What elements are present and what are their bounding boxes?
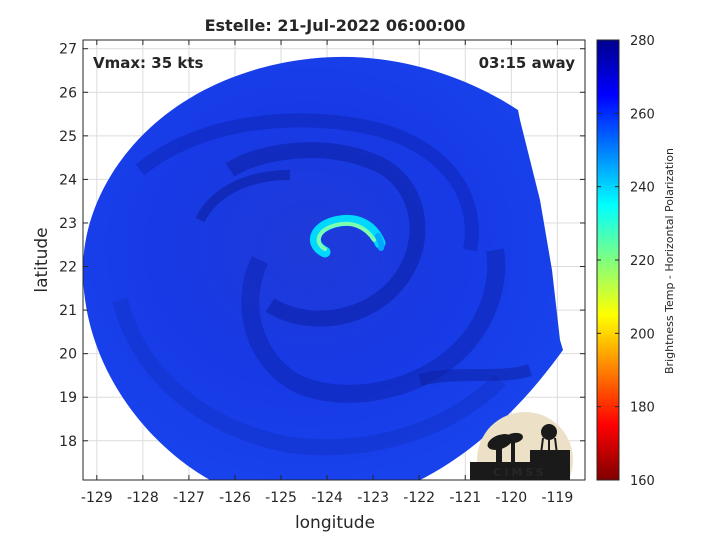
- colorbar-tick-label: 280: [630, 34, 655, 49]
- spiral-band: [418, 364, 532, 386]
- x-tick-label: -125: [265, 490, 297, 506]
- x-tick-label: -119: [541, 490, 573, 506]
- axes-box: [82, 39, 586, 481]
- y-tick-label: 18: [59, 434, 77, 450]
- colorbar-label: Brightness Temp - Horizontal Polarizatio…: [663, 148, 676, 374]
- y-axis-label: latitude: [32, 227, 52, 292]
- x-tick-label: -126: [219, 490, 251, 506]
- y-tick-label: 22: [59, 260, 77, 276]
- colorbar-ticks: 280 260 240 220 200 180 160: [597, 34, 655, 489]
- cimss-logo: CIMSS: [470, 412, 573, 480]
- time-away-annotation: 03:15 away: [479, 54, 576, 72]
- x-tick-label: -128: [127, 490, 159, 506]
- warm-eyewall-core: [316, 221, 376, 251]
- x-tick-label: -127: [173, 490, 205, 506]
- spiral-band: [225, 142, 426, 327]
- y-tick-label: 26: [59, 85, 77, 101]
- y-tick-label: 20: [59, 347, 77, 363]
- colorbar-tick-label: 200: [630, 327, 655, 342]
- spiral-band: [135, 113, 479, 252]
- x-tick-label: -120: [495, 490, 527, 506]
- x-axis-label: longitude: [295, 513, 375, 533]
- x-axis-ticks: -129 -128 -127 -126 -125 -124 -123 -122 -121 -120…: [81, 40, 573, 506]
- y-axis-ticks: 18 19 20 21 22 23 24 25 26 27: [59, 42, 585, 450]
- y-tick-label: 25: [59, 129, 77, 145]
- colorbar-tick-label: 240: [630, 181, 655, 196]
- colorbar-tick-label: 260: [630, 107, 655, 122]
- chart-title: Estelle: 21-Jul-2022 06:00:00: [205, 16, 466, 35]
- colorbar-tick-label: 180: [630, 401, 655, 416]
- y-tick-label: 27: [59, 42, 77, 58]
- x-tick-label: -123: [357, 490, 389, 506]
- y-tick-label: 21: [59, 303, 77, 319]
- x-tick-label: -129: [81, 490, 113, 506]
- x-tick-label: -122: [403, 490, 435, 506]
- y-tick-label: 19: [59, 390, 77, 406]
- warm-eyewall-arc: [310, 215, 386, 258]
- colorbar-tick-label: 220: [630, 254, 655, 269]
- brightness-swath: [83, 56, 563, 480]
- vmax-annotation: Vmax: 35 kts: [93, 54, 203, 72]
- cimss-logo-text: CIMSS: [493, 466, 546, 479]
- y-tick-label: 24: [59, 172, 77, 188]
- spiral-band: [195, 170, 291, 223]
- y-tick-label: 23: [59, 216, 77, 232]
- x-tick-label: -124: [311, 490, 343, 506]
- spiral-band: [241, 248, 506, 403]
- colorbar-tick-label: 160: [630, 474, 655, 489]
- x-tick-label: -121: [449, 490, 481, 506]
- spiral-band: [112, 297, 506, 456]
